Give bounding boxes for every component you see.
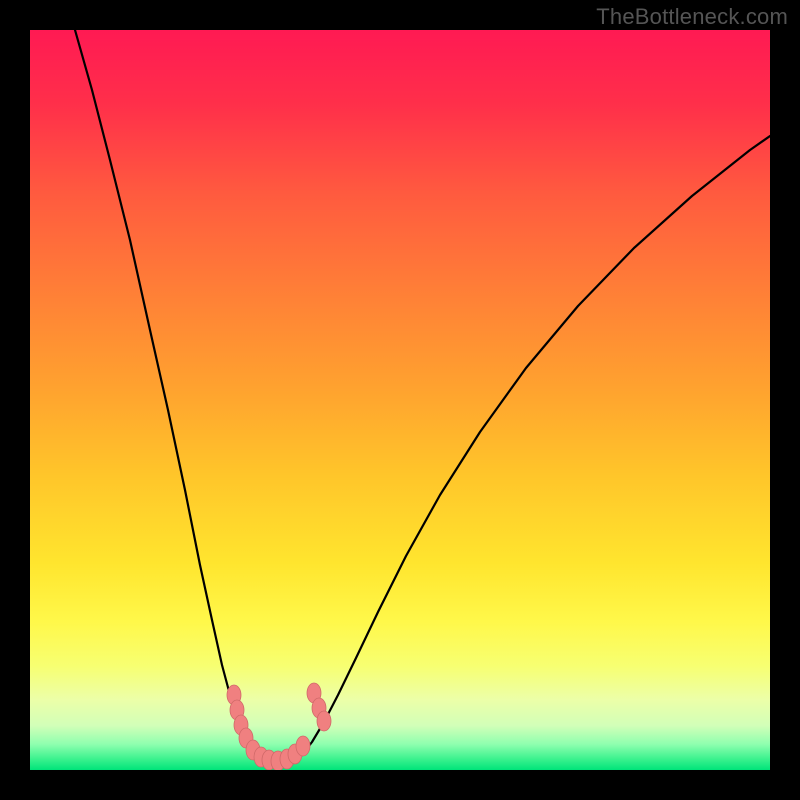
- plot-area: [30, 30, 770, 770]
- chart-frame: TheBottleneck.com: [0, 0, 800, 800]
- data-marker: [317, 711, 331, 731]
- gradient-background: [30, 30, 770, 770]
- bottleneck-curve-chart: [30, 30, 770, 770]
- watermark-text: TheBottleneck.com: [596, 4, 788, 30]
- data-marker: [296, 736, 310, 756]
